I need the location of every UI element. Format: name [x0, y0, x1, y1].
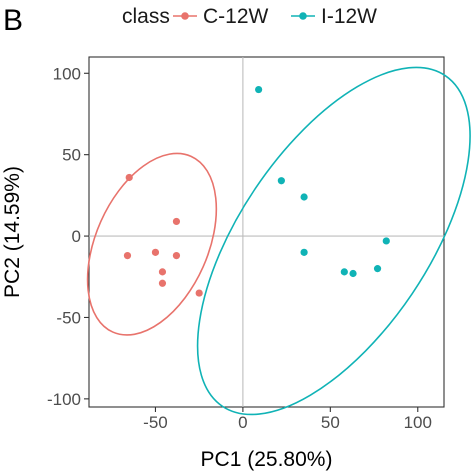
legend-key-dot: [299, 12, 307, 20]
y-tick-label: 100: [53, 64, 81, 83]
x-tick-label: 50: [321, 413, 340, 432]
data-points: [123, 85, 390, 297]
y-axis: -100 -50 0 50 100: [47, 64, 89, 409]
confidence-ellipses: [86, 66, 471, 416]
legend-key-dot: [181, 12, 189, 20]
y-tick-label: 0: [72, 227, 81, 246]
legend-item-i12w: I-12W: [291, 5, 377, 28]
x-tick-label: -50: [143, 413, 168, 432]
point-i-12w: [300, 248, 308, 256]
zero-reference-lines: [89, 57, 444, 407]
point-c-12w: [172, 217, 181, 226]
point-c-12w: [151, 248, 160, 256]
legend: class C-12W I-12W: [122, 5, 377, 28]
x-tick-label: 0: [238, 413, 247, 432]
point-i-12w: [300, 193, 308, 201]
point-c-12w: [123, 252, 132, 260]
x-axis: -50 0 50 100: [143, 407, 432, 432]
point-c-12w: [172, 252, 181, 260]
point-i-12w: [382, 237, 390, 245]
point-i-12w: [277, 177, 285, 185]
legend-label-c12w: C-12W: [203, 5, 269, 28]
ellipse-i-12w: [196, 66, 471, 416]
point-i-12w: [340, 268, 348, 276]
y-tick-label: -50: [56, 308, 81, 327]
point-c-12w: [195, 289, 203, 297]
y-tick-label: -100: [47, 390, 81, 409]
point-c-12w: [125, 173, 133, 182]
x-tick-label: 100: [404, 413, 432, 432]
legend-item-c12w: C-12W: [173, 5, 269, 28]
plot-panel: [88, 56, 445, 408]
panel-label: B: [3, 4, 23, 37]
y-tick-label: 50: [62, 146, 81, 165]
point-c-12w: [158, 279, 167, 287]
point-i-12w: [255, 85, 263, 94]
legend-label-i12w: I-12W: [321, 5, 377, 28]
x-axis-label: PC1 (25.80%): [201, 448, 333, 471]
legend-title: class: [122, 5, 170, 28]
point-c-12w: [158, 268, 167, 276]
ellipse-c-12w: [86, 152, 218, 336]
point-i-12w: [349, 269, 357, 278]
y-axis-label: PC2 (14.59%): [1, 166, 24, 298]
point-i-12w: [373, 265, 382, 273]
